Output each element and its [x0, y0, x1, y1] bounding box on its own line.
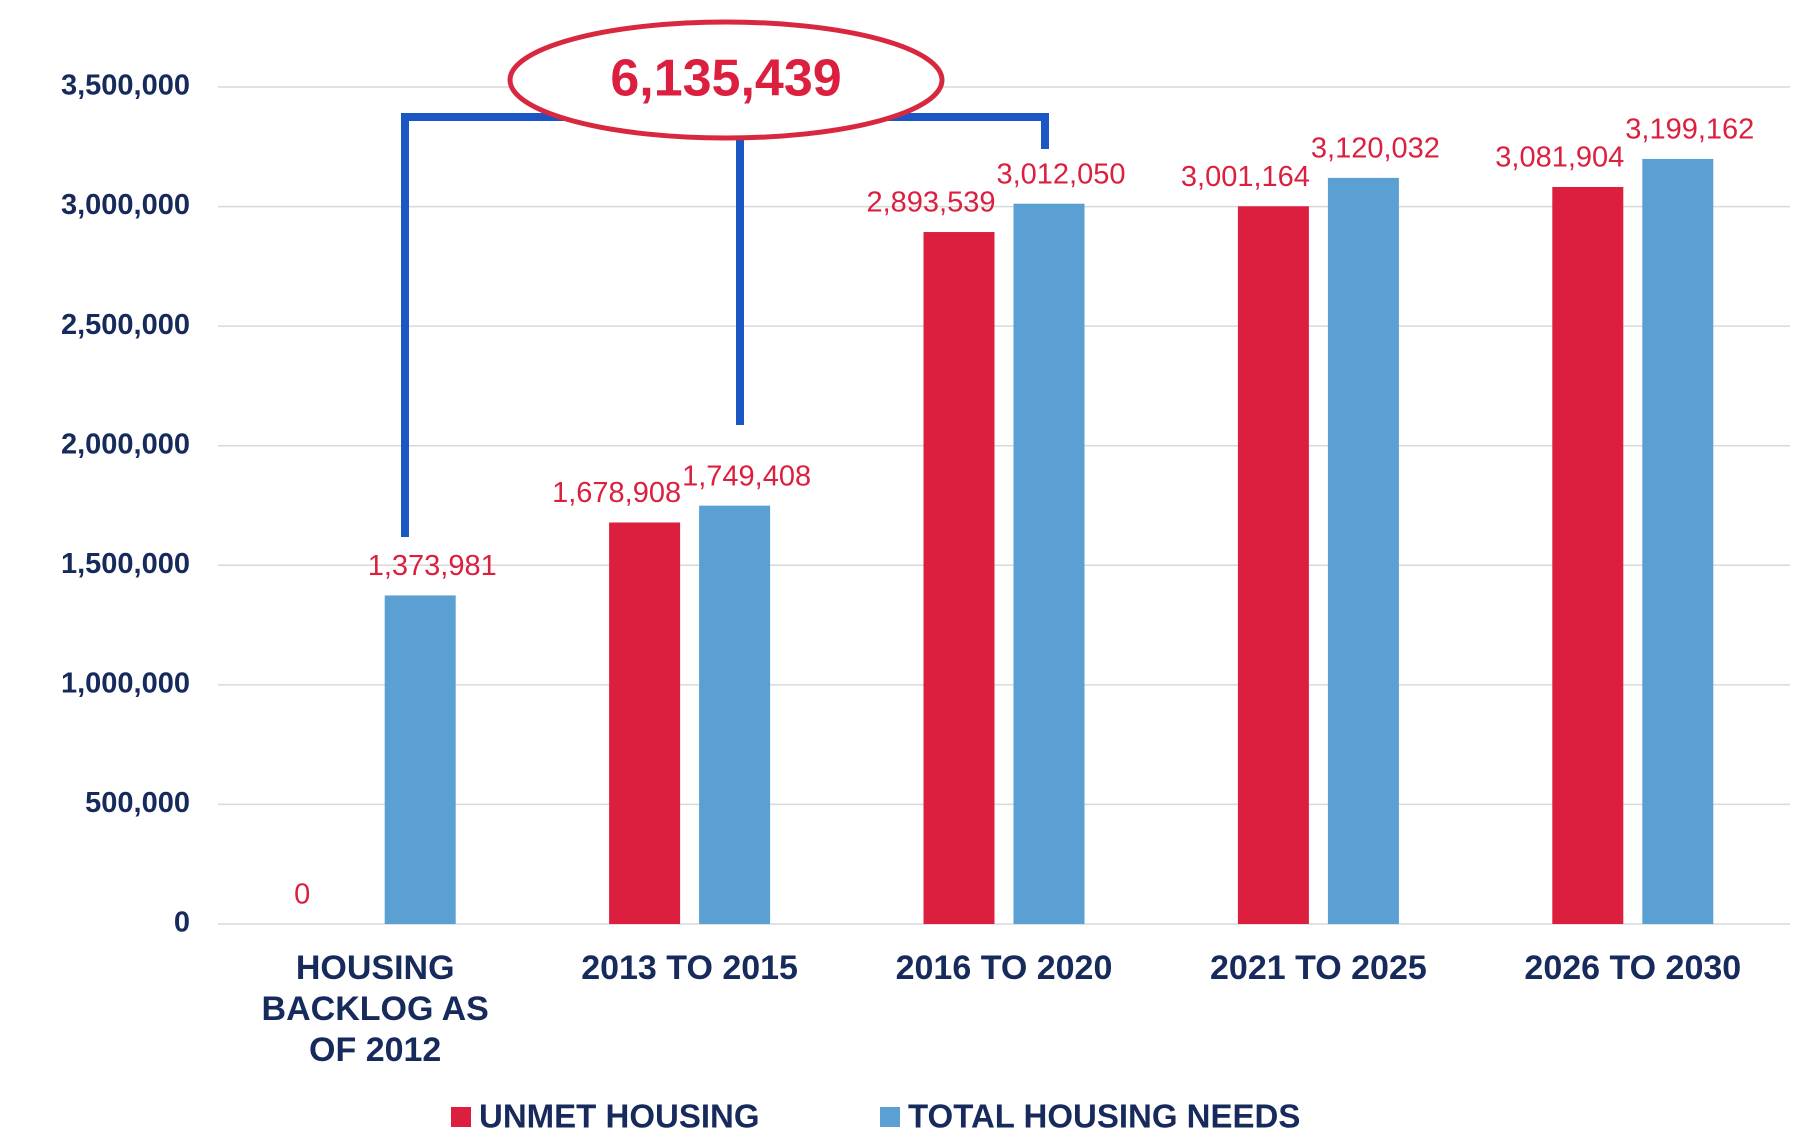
bar: [1642, 158, 1714, 925]
plot: 0 500,000 1,000,000 1,500,000 2,000,000 2,500…: [61, 70, 1790, 1134]
y-tick-label: 500,000: [85, 787, 190, 819]
annotation: 6,135,439: [610, 50, 841, 108]
legend-label: TOTAL HOUSING NEEDS: [908, 1098, 1300, 1134]
y-tick-label: 0: [174, 907, 190, 939]
value-label: 1,678,908: [552, 477, 681, 509]
x-tick-label: 2016 TO 2020: [896, 949, 1113, 987]
legend-swatch: [880, 1107, 900, 1127]
bar: [384, 595, 456, 924]
x-tick-label: 2013 TO 2015: [581, 949, 798, 987]
bar: [1552, 186, 1624, 924]
value-label: 1,373,981: [368, 550, 497, 582]
value-label: 2,893,539: [866, 187, 995, 219]
value-label: 1,749,408: [682, 460, 811, 492]
y-tick-label: 1,000,000: [61, 668, 190, 700]
y-tick-label: 2,500,000: [61, 309, 190, 341]
y-tick-label: 3,000,000: [61, 189, 190, 221]
bar: [1327, 177, 1399, 924]
value-label: 3,012,050: [996, 158, 1125, 190]
bar: [609, 522, 681, 924]
bar: [1237, 206, 1309, 924]
bar: [699, 505, 771, 924]
bar: [923, 232, 995, 924]
y-tick-label: 2,000,000: [61, 428, 190, 460]
y-tick-label: 3,500,000: [61, 70, 190, 102]
value-label: 3,199,162: [1625, 114, 1754, 146]
legend-label: UNMET HOUSING: [479, 1098, 760, 1134]
legend-swatch: [451, 1107, 471, 1127]
value-label: 3,120,032: [1311, 133, 1440, 165]
value-label: 3,001,164: [1181, 161, 1310, 193]
y-tick-label: 1,500,000: [61, 548, 190, 580]
value-label: 3,081,904: [1495, 142, 1624, 174]
bar: [1013, 203, 1085, 924]
annotation-ellipse: [507, 19, 945, 141]
value-label: 0: [294, 879, 310, 911]
x-tick-label: 2021 TO 2025: [1210, 949, 1427, 987]
x-tick-label: HOUSING BACKLOG AS OF 2012: [262, 949, 489, 1069]
x-tick-label: 2026 TO 2030: [1524, 949, 1741, 987]
